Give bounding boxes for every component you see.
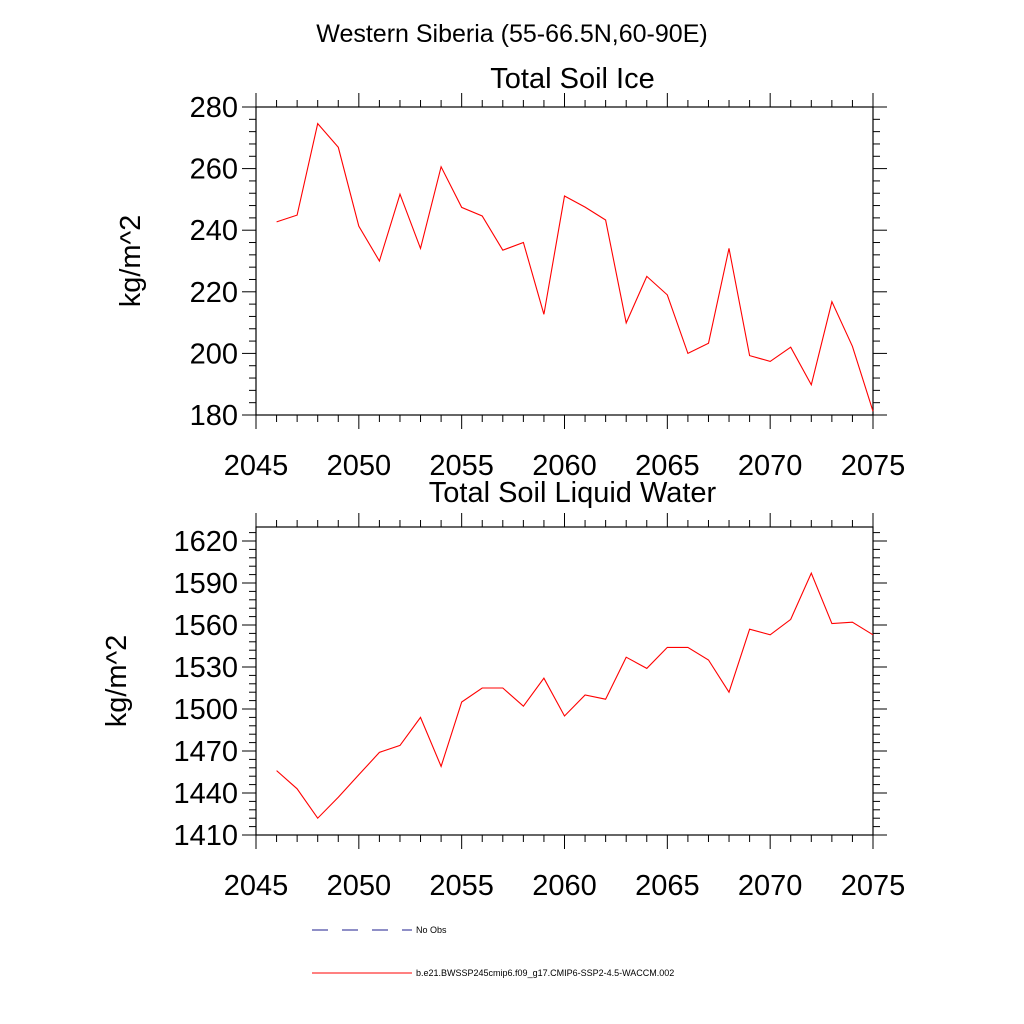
legend: No Obs b.e21.BWSSP245cmip6.f09_g17.CMIP6-… bbox=[312, 925, 674, 978]
y-tick-label: 220 bbox=[190, 277, 238, 309]
x-tick-label: 2060 bbox=[532, 450, 597, 482]
x-tick-label: 2055 bbox=[429, 870, 494, 902]
y-tick-label: 1410 bbox=[173, 820, 238, 852]
x-tick-label: 2060 bbox=[532, 870, 597, 902]
y-tick-label: 1470 bbox=[173, 736, 238, 768]
x-tick-label: 2070 bbox=[738, 450, 803, 482]
figure-title: Western Siberia (55-66.5N,60-90E) bbox=[316, 20, 707, 48]
x-tick-label: 2050 bbox=[327, 450, 392, 482]
plot-title: Total Soil Liquid Water bbox=[429, 477, 717, 509]
y-tick-label: 1530 bbox=[173, 652, 238, 684]
y-axis-label: kg/m^2 bbox=[115, 215, 147, 308]
x-tick-label: 2070 bbox=[738, 870, 803, 902]
plot-frame bbox=[255, 526, 874, 836]
y-tick-label: 1590 bbox=[173, 568, 238, 600]
legend-label: No Obs bbox=[416, 925, 447, 935]
x-tick-label: 2045 bbox=[224, 870, 289, 902]
x-tick-label: 2075 bbox=[841, 870, 906, 902]
chart-total-soil-liquid-water: Total Soil Liquid Water kg/m^2 1410 1440 147… bbox=[101, 477, 905, 902]
x-tick-label: 2045 bbox=[224, 450, 289, 482]
y-tick-label: 1620 bbox=[173, 526, 238, 558]
legend-label: b.e21.BWSSP245cmip6.f09_g17.CMIP6-SSP2-4… bbox=[416, 968, 674, 978]
y-tick-label: 240 bbox=[190, 215, 238, 247]
y-tick-label: 1440 bbox=[173, 778, 238, 810]
chart-total-soil-ice: Total Soil Ice kg/m^2 180 200 220 240 260 280 20… bbox=[115, 63, 905, 482]
x-tick-label: 2065 bbox=[635, 450, 700, 482]
x-tick-label: 2050 bbox=[327, 870, 392, 902]
plot-title: Total Soil Ice bbox=[490, 63, 654, 95]
x-tick-label: 2055 bbox=[429, 450, 494, 482]
y-tick-label: 180 bbox=[190, 400, 238, 432]
y-tick-label: 1500 bbox=[173, 694, 238, 726]
y-tick-label: 260 bbox=[190, 154, 238, 186]
series-line bbox=[276, 571, 874, 820]
x-tick-label: 2075 bbox=[841, 450, 906, 482]
y-tick-label: 280 bbox=[190, 92, 238, 124]
y-tick-label: 1560 bbox=[173, 610, 238, 642]
y-tick-label: 200 bbox=[190, 338, 238, 370]
plot-frame bbox=[255, 106, 874, 416]
x-tick-label: 2065 bbox=[635, 870, 700, 902]
series-line bbox=[276, 122, 874, 412]
y-axis-label: kg/m^2 bbox=[101, 635, 133, 728]
